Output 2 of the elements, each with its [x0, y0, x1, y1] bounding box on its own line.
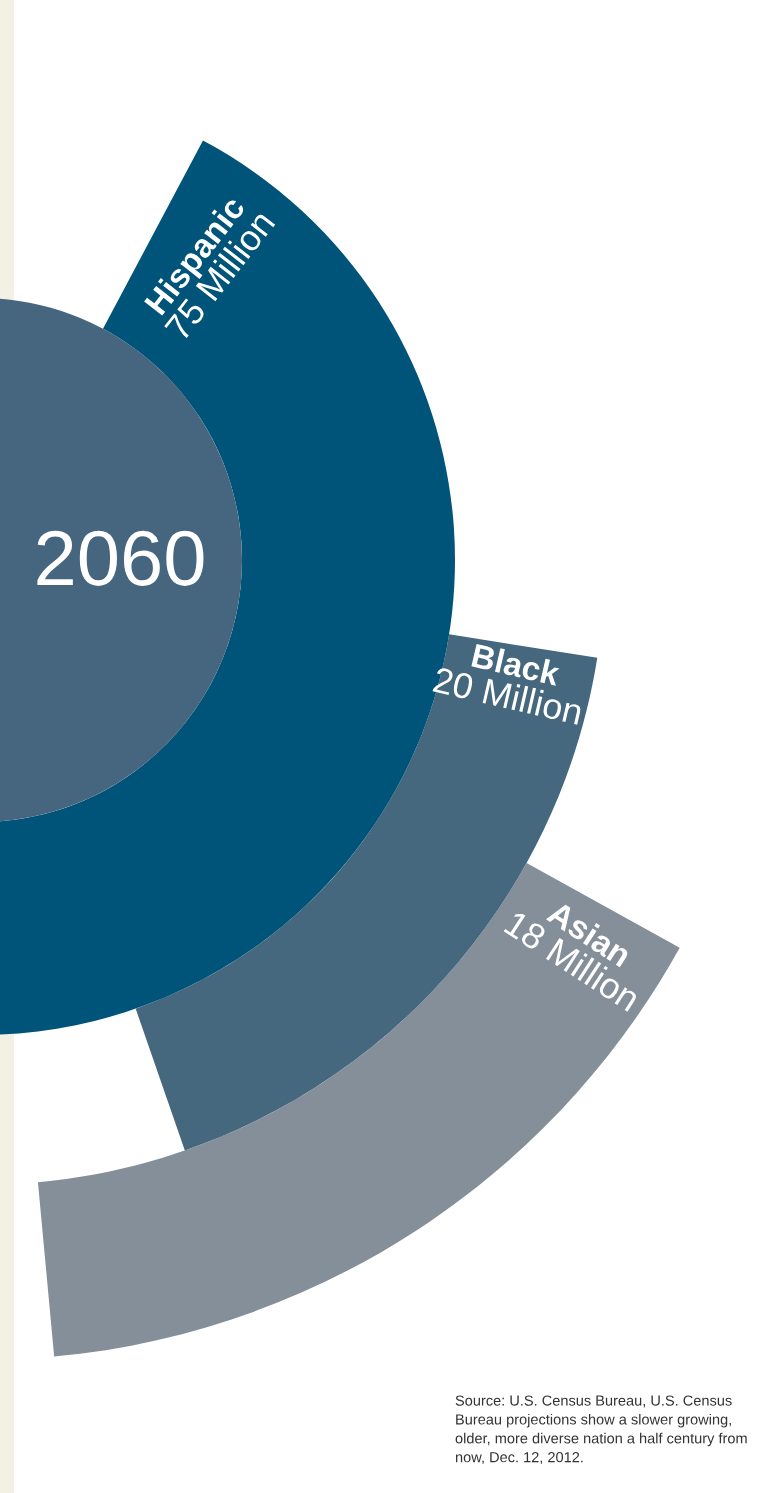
source-note: Source: U.S. Census Bureau, U.S. Census Bureau projections show a slower growing, older, more diverse nation a half century from now, Dec. 12, 2012.: [455, 1395, 747, 1465]
text: 2060: [37, 530, 204, 586]
